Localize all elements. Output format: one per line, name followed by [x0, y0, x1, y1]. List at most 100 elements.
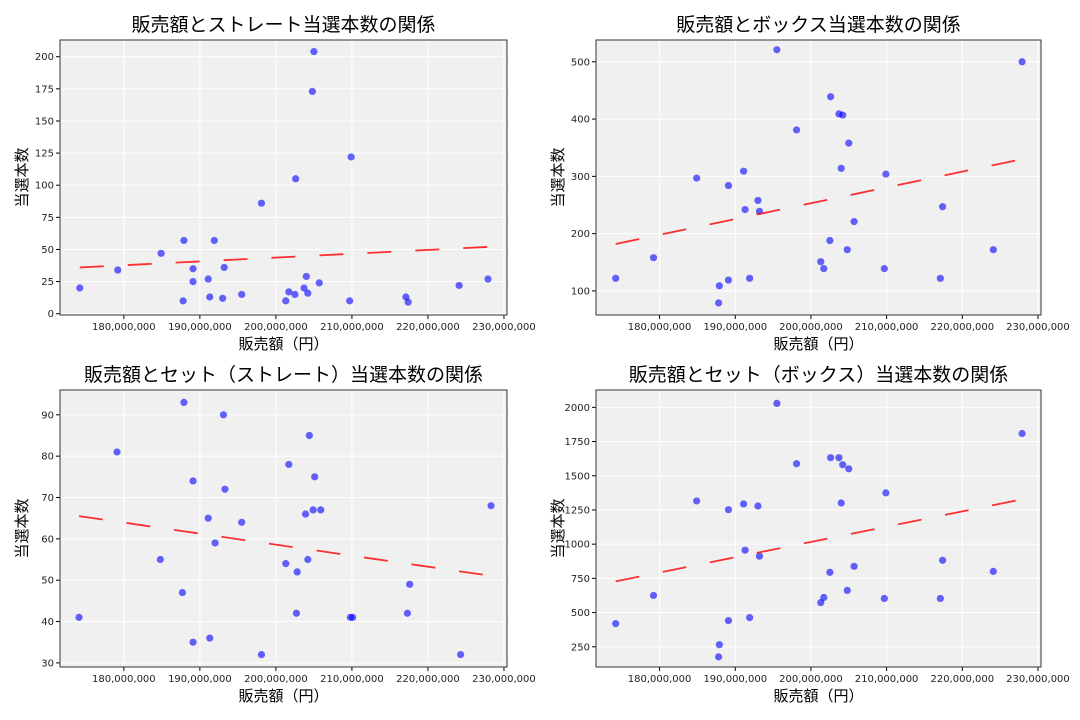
x-tick-label: 190,000,000: [168, 674, 232, 685]
data-point: [304, 555, 312, 564]
data-point: [457, 650, 465, 659]
x-tick-label: 210,000,000: [320, 322, 384, 333]
x-axis-label: 販売額（円）: [238, 335, 328, 353]
plot-frame: [595, 39, 1042, 316]
data-point: [939, 556, 947, 564]
y-tick-label: 400: [571, 115, 590, 126]
data-point: [291, 290, 299, 299]
data-point: [1018, 429, 1026, 438]
x-tick-label: 210,000,000: [320, 674, 384, 685]
plot-frame: [59, 39, 508, 316]
data-point: [773, 399, 781, 408]
plot-frame: [59, 389, 508, 668]
data-point: [211, 539, 219, 547]
y-tick-label: 80: [41, 452, 54, 463]
data-point: [204, 514, 212, 522]
data-point: [792, 126, 801, 134]
x-axis-label: 販売額（円）: [238, 687, 328, 705]
data-point: [180, 398, 188, 407]
y-tick-label: 50: [41, 576, 54, 587]
y-tick-label: 0: [48, 309, 54, 320]
data-point: [612, 620, 620, 628]
data-point: [308, 87, 316, 96]
data-point: [715, 653, 723, 661]
y-tick-label: 1750: [565, 437, 590, 448]
data-point: [827, 93, 835, 101]
data-point: [484, 275, 492, 283]
x-tick-label: 230,000,000: [472, 322, 536, 333]
data-point: [724, 506, 733, 514]
data-point: [773, 46, 781, 54]
data-point: [715, 299, 723, 307]
data-point: [746, 614, 754, 622]
data-point: [206, 634, 214, 642]
x-tick-label: 210,000,000: [855, 322, 919, 333]
y-tick-label: 175: [35, 84, 54, 95]
y-axis-label: 当選本数: [13, 498, 31, 558]
data-point: [220, 263, 228, 272]
data-point: [304, 289, 312, 297]
y-tick-label: 90: [41, 410, 54, 421]
data-point: [349, 613, 357, 621]
data-point: [157, 249, 165, 257]
data-point: [189, 265, 197, 273]
data-point: [346, 297, 354, 305]
chart-title: 販売額とストレート当選本数の関係: [131, 14, 435, 36]
data-point: [189, 277, 197, 286]
data-point: [739, 500, 748, 508]
data-point: [292, 609, 301, 617]
y-tick-label: 60: [41, 534, 54, 545]
data-point: [850, 562, 858, 570]
data-point: [741, 205, 749, 214]
data-point: [843, 586, 851, 594]
y-tick-label: 125: [35, 149, 54, 160]
y-tick-label: 1500: [565, 471, 590, 482]
x-tick-label: 220,000,000: [396, 674, 460, 685]
data-point: [315, 279, 323, 287]
plot-area: [596, 390, 1041, 667]
x-tick-label: 190,000,000: [168, 322, 232, 333]
data-point: [880, 594, 888, 603]
y-tick-label: 100: [35, 181, 54, 192]
data-point: [612, 274, 620, 282]
data-point: [309, 506, 317, 514]
trend-line: [615, 498, 1023, 583]
data-point: [156, 555, 164, 564]
y-tick-label: 1250: [565, 505, 590, 516]
data-point: [403, 609, 412, 617]
x-tick-label: 190,000,000: [703, 674, 767, 685]
data-point: [755, 552, 764, 560]
plot-area: [60, 40, 507, 315]
x-tick-label: 220,000,000: [930, 674, 994, 685]
data-point: [238, 290, 246, 299]
x-tick-label: 200,000,000: [779, 674, 843, 685]
data-point: [835, 454, 843, 462]
data-point: [882, 170, 890, 178]
data-point: [989, 246, 997, 254]
data-point: [455, 281, 463, 290]
x-tick-label: 230,000,000: [1006, 674, 1070, 685]
data-point: [204, 275, 212, 283]
plot-area: [60, 390, 507, 667]
data-point: [1018, 58, 1026, 66]
trend-line: [78, 515, 490, 577]
data-point: [293, 568, 301, 576]
data-point: [820, 593, 828, 602]
data-point: [487, 502, 495, 510]
data-point: [693, 497, 701, 505]
data-point: [189, 477, 197, 485]
data-point: [257, 650, 266, 659]
plot-area: [596, 40, 1041, 315]
data-point: [238, 518, 246, 526]
y-tick-label: 50: [41, 245, 54, 256]
x-tick-label: 200,000,000: [779, 322, 843, 333]
y-tick-label: 1000: [565, 540, 590, 551]
data-point: [817, 258, 825, 266]
data-point: [845, 139, 853, 147]
data-point: [76, 284, 84, 292]
data-point: [206, 293, 214, 301]
data-point: [820, 264, 828, 273]
data-point: [317, 506, 325, 514]
data-point: [754, 502, 762, 510]
